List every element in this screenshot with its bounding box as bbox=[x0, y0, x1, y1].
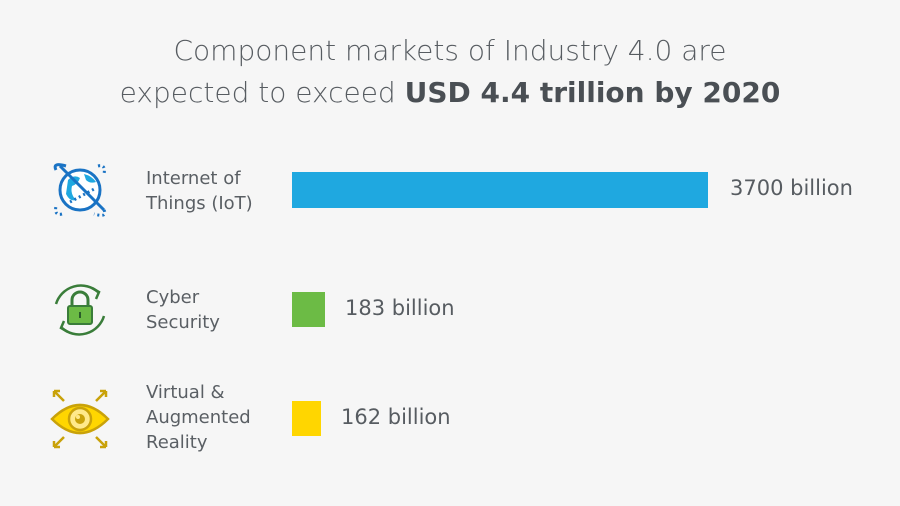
title-line-2-text: expected to exceed bbox=[119, 76, 405, 109]
label-line: Things (IoT) bbox=[146, 193, 253, 214]
label-line: Cyber bbox=[146, 287, 200, 308]
title-line-1: Component markets of Industry 4.0 are bbox=[173, 34, 727, 67]
label-line: Augmented bbox=[146, 407, 251, 428]
label-line: Virtual & bbox=[146, 382, 225, 403]
category-label: Internet of Things (IoT) bbox=[146, 166, 253, 216]
label-line: Reality bbox=[146, 432, 208, 453]
bar-1 bbox=[292, 172, 708, 208]
data-label: 3700 billion bbox=[730, 176, 853, 200]
bar-3 bbox=[292, 401, 321, 436]
label-line: Internet of bbox=[146, 168, 241, 189]
globe-satellite-icon bbox=[53, 163, 107, 217]
category-label: Cyber Security bbox=[146, 285, 220, 335]
title-line-2: expected to exceed USD 4.4 trillion by 2… bbox=[0, 72, 900, 114]
label-line: Security bbox=[146, 312, 220, 333]
chart-title: Component markets of Industry 4.0 are ex… bbox=[0, 30, 900, 114]
eye-expand-icon bbox=[50, 389, 110, 449]
data-label: 183 billion bbox=[345, 295, 455, 320]
category-label: Virtual & Augmented Reality bbox=[146, 380, 251, 455]
title-highlight: USD 4.4 trillion by 2020 bbox=[404, 76, 781, 109]
data-label: 162 billion bbox=[341, 404, 451, 429]
bar-2 bbox=[292, 292, 325, 327]
lock-refresh-icon bbox=[54, 284, 106, 336]
